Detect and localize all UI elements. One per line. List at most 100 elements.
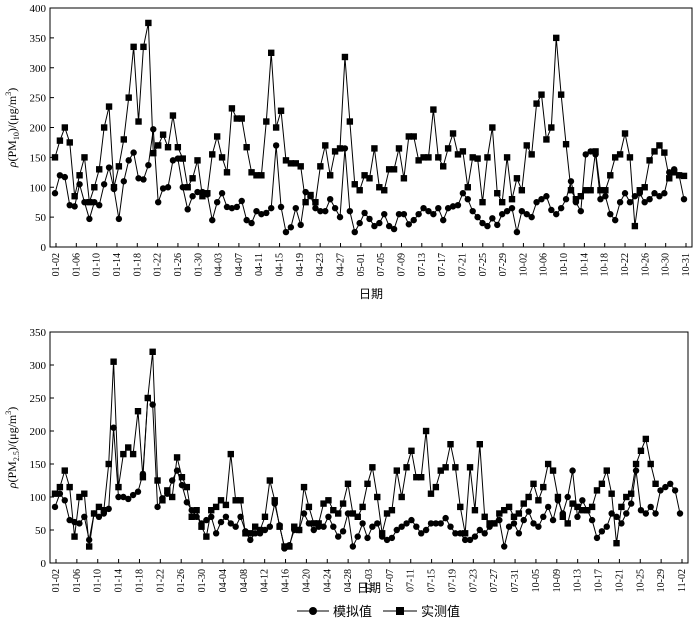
pm25-observed-point [349,510,357,517]
pm10-observed-point [297,163,304,170]
pm10-simulated-point [322,207,329,215]
pm25-simulated-point [603,523,610,530]
pm25-observed-point [291,523,298,530]
pm25-observed-point [110,358,117,365]
pm10-observed-point [91,184,98,191]
pm25-x-tick-label: 07-27 [489,569,500,592]
pm25-observed-point [486,520,493,527]
pm10-simulated-point [400,210,408,218]
pm10-simulated-point [641,198,648,206]
pm10-simulated-point [440,216,447,224]
pm10-simulated-point [209,216,216,224]
pm25-observed-point [403,464,410,471]
pm10-observed-point [680,172,688,180]
pm10-observed-point [248,169,255,176]
pm25-observed-point [227,450,234,458]
pm10-observed-point [597,187,604,194]
pm25-observed-point [554,493,562,501]
pm10-simulated-point [150,126,157,133]
pm10-simulated-point [395,210,403,218]
pm25-observed-point [56,483,64,491]
pm25-observed-point [452,464,459,471]
pm25-observed-point [393,467,400,474]
pm25-y-tick-label: 50 [35,525,47,537]
pm10-observed-point [189,175,196,182]
pm25-observed-point [178,474,186,481]
pm25-x-tick-label: 10-13 [573,569,584,592]
pm10-simulated-point [612,216,619,224]
pm25-observed-point [203,533,210,540]
pm10-simulated-point [474,213,481,221]
pm25-observed-point [222,501,230,509]
pm25-observed-point [330,507,337,514]
pm10-observed-point [61,124,69,131]
pm25-simulated-point [398,523,405,530]
pm10-simulated-point [86,215,93,223]
pm10-x-tick-label: 04-19 [295,253,306,276]
pm10-simulated-point [513,228,521,236]
pm10-simulated-point [248,219,255,227]
pm25-simulated-point [598,528,606,535]
pm10-y-tick-label: 200 [30,123,47,135]
pm10-observed-point [209,151,216,158]
pm10-observed-point [312,198,319,206]
pm25-observed-point [266,477,274,484]
pm25-simulated-point [300,510,308,517]
pm25-simulated-point [325,513,332,520]
legend: 模拟值 实测值 [297,604,460,619]
pm10-observed-point [479,198,486,206]
pm10-observed-point [381,187,388,194]
pm10-observed-point [100,124,108,131]
pm10-observed-point [587,187,594,194]
pm25-observed-point [442,464,449,471]
pm10-observed-point [51,154,59,161]
pm25-x-axis-label: 日期 [357,581,381,595]
pm25-observed-point [354,513,361,520]
pm25-observed-point [281,543,288,550]
pm10-simulated-point [444,204,452,212]
pm25-observed-point [208,507,215,514]
pm10-observed-point [636,187,643,194]
pm10-simulated-point [415,210,422,218]
pm10-y-tick-label: 50 [35,212,47,224]
pm25-simulated-point [61,497,68,504]
pm10-x-tick-label: 01-14 [112,253,123,276]
pm25-x-tick-label: 10-05 [531,569,542,592]
pm10-simulated-point [656,193,663,200]
pm25-simulated-point [388,534,396,542]
pm10-simulated-point [518,207,526,215]
pm10-simulated-point [174,155,182,162]
pm10-observed-point [194,157,201,164]
pm25-x-tick-label: 10-29 [656,569,667,592]
pm10-simulated-point [331,204,339,212]
pm25-x-tick-label: 01-14 [114,569,125,592]
pm10-observed-point [376,184,383,191]
pm25-plot-frame [49,331,689,564]
pm10-x-tick-label: 07-05 [376,253,387,276]
pm25-simulated-point [105,505,112,513]
pm25-simulated-point [623,510,630,517]
pm25-simulated-point [476,526,484,534]
pm25-simulated-point [642,510,650,517]
pm25-observed-point [627,490,635,497]
pm10-simulated-point [169,157,177,164]
pm25-observed-point [378,530,386,537]
pm10-simulated-point [543,193,550,200]
pm25-y-tick-label: 0 [41,558,47,570]
pm10-observed-point [390,166,398,173]
pm10-observed-point [469,154,476,161]
pm10-simulated-point [597,196,604,203]
pm25-observed-point [369,464,376,471]
pm25-observed-point [584,507,591,514]
pm10-simulated-point [312,204,319,212]
pm10-simulated-point [390,225,398,233]
pm10-x-tick-label: 01-30 [193,253,204,276]
pm10-observed-point [523,142,530,149]
pm10-observed-point [405,133,413,140]
pm25-simulated-point [505,523,513,530]
pm10-observed-point [81,154,88,161]
pm10-observed-point [258,172,265,179]
pm25-x-tick-label: 07-19 [447,569,458,592]
pm25-x-tick-label: 04-20 [301,569,312,592]
pm25-simulated-point [349,543,357,550]
